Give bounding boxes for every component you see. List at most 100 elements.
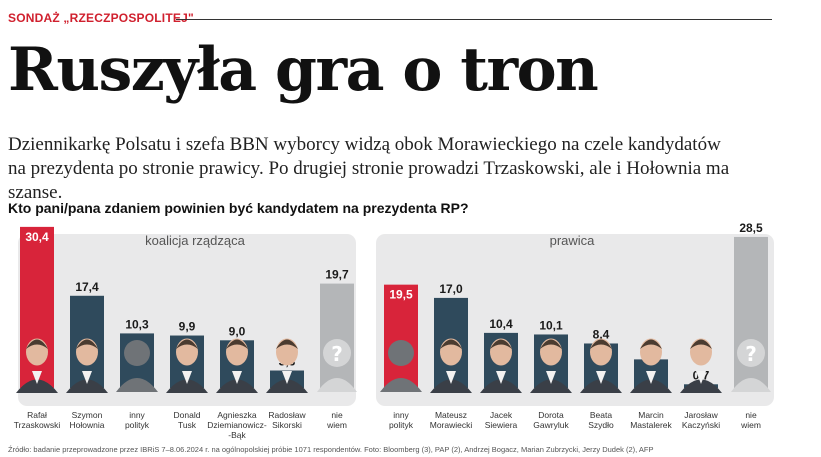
value-label-1-4: 8,4 — [593, 327, 610, 341]
category-label-1-7-0: nie — [745, 410, 757, 420]
portrait-body-0-4 — [216, 379, 258, 393]
category-label-0-0-0: Rafał — [27, 410, 47, 420]
category-label-1-3-1: Gawryluk — [533, 420, 569, 430]
category-label-1-5-0: Marcin — [638, 410, 664, 420]
category-label-1-6-1: Kaczyński — [682, 420, 720, 430]
section-kicker: SONDAŻ „RZECZPOSPOLITEJ" — [8, 11, 194, 25]
portrait-hair-0-3 — [176, 339, 198, 349]
portrait-hair-1-2 — [490, 339, 512, 349]
unknown-body-0-6 — [317, 378, 357, 392]
value-label-1-0: 19,5 — [389, 288, 413, 302]
portrait-collar-0-1 — [82, 371, 92, 384]
portrait-body-1-2 — [480, 379, 522, 393]
portrait-body-1-4 — [580, 379, 622, 393]
portrait-body-0-5 — [266, 379, 308, 393]
portrait-body-0-3 — [166, 379, 208, 393]
category-label-0-5-1: Sikorski — [272, 420, 302, 430]
source-note: Źródło: badanie przeprowadzone przez IBR… — [8, 445, 654, 454]
category-label-0-1-1: Hołownia — [70, 420, 105, 430]
category-label-1-7-1: wiem — [740, 420, 761, 430]
panel-label-coalition: koalicja rządząca — [145, 233, 245, 248]
category-label-0-3-1: Tusk — [178, 420, 197, 430]
silhouette-head-1-0 — [388, 340, 414, 366]
bar-1-0 — [384, 284, 418, 388]
lead-line-1: Dziennikarkę Polsatu i szefa BBN wyborcy… — [8, 134, 721, 155]
category-label-0-6-0: nie — [331, 410, 343, 420]
category-label-0-2-1: polityk — [125, 420, 150, 430]
portrait-hair-0-5 — [276, 339, 298, 349]
category-label-1-4-1: Szydło — [588, 420, 614, 430]
category-label-1-1-0: Mateusz — [435, 410, 467, 420]
value-label-0-1: 17,4 — [75, 280, 99, 294]
category-label-0-3-0: Donald — [174, 410, 201, 420]
portrait-collar-1-5 — [646, 371, 656, 384]
bar-0-6 — [320, 283, 354, 388]
category-label-0-4-2: -Bąk — [228, 430, 246, 440]
unknown-head-1-7 — [737, 339, 765, 367]
headline: Ruszyła gra o tron — [8, 35, 599, 105]
portrait-collar-1-1 — [446, 371, 456, 384]
portrait-collar-0-0 — [32, 371, 42, 384]
panel-background-right — [376, 234, 774, 406]
portrait-collar-0-5 — [282, 371, 292, 384]
portrait-body-0-0 — [16, 379, 58, 393]
lead-paragraph: Dziennikarkę Polsatu i szefa BBN wyborcy… — [8, 133, 788, 205]
category-label-0-1-0: Szymon — [72, 410, 103, 420]
value-label-0-3: 9,9 — [179, 320, 196, 334]
category-label-1-0-1: polityk — [389, 420, 414, 430]
value-label-0-6: 19,7 — [325, 268, 349, 282]
category-label-1-1-1: Morawiecki — [430, 420, 473, 430]
portrait-collar-1-2 — [496, 371, 506, 384]
silhouette-head-0-2 — [124, 340, 150, 366]
category-label-0-5-0: Radosław — [268, 410, 306, 420]
portrait-body-1-3 — [530, 379, 572, 393]
portrait-hair-0-0 — [26, 339, 48, 349]
portrait-hair-0-4 — [226, 339, 248, 349]
silhouette-body-0-2 — [116, 378, 158, 392]
category-label-0-4-0: Agnieszka — [217, 410, 256, 420]
category-label-0-6-1: wiem — [326, 420, 347, 430]
portrait-body-1-5 — [630, 379, 672, 393]
value-label-1-7: 28,5 — [739, 222, 763, 235]
category-label-1-2-0: Jacek — [490, 410, 513, 420]
unknown-body-1-7 — [731, 378, 771, 392]
portrait-collar-0-3 — [182, 371, 192, 384]
category-label-1-6-0: Jarosław — [684, 410, 718, 420]
portrait-collar-1-3 — [546, 371, 556, 384]
question-mark-icon-1-7: ? — [745, 342, 757, 366]
value-label-1-1: 17,0 — [439, 282, 463, 296]
portrait-body-1-6 — [680, 379, 722, 393]
category-label-1-2-1: Siewiera — [485, 420, 518, 430]
value-label-0-0: 30,4 — [25, 230, 49, 244]
category-label-0-2-0: inny — [129, 410, 145, 420]
category-label-1-3-0: Dorota — [538, 410, 564, 420]
silhouette-body-1-0 — [380, 378, 422, 392]
category-label-1-4-0: Beata — [590, 410, 612, 420]
category-label-1-5-1: Mastalerek — [630, 420, 672, 430]
portrait-body-0-1 — [66, 379, 108, 393]
lead-line-2: na prezydenta po stronie prawicy. Po dru… — [8, 158, 730, 203]
portrait-collar-0-4 — [232, 371, 242, 384]
portrait-collar-1-4 — [596, 371, 606, 384]
portrait-hair-1-1 — [440, 339, 462, 349]
portrait-hair-1-5 — [640, 339, 662, 349]
value-label-1-3: 10,1 — [539, 318, 563, 332]
chart-question: Kto pani/pana zdaniem powinien być kandy… — [8, 200, 469, 216]
category-label-0-4-1: Dziemianowicz- — [207, 420, 267, 430]
portrait-hair-1-6 — [690, 339, 712, 349]
question-mark-icon-0-6: ? — [331, 342, 343, 366]
value-label-1-2: 10,4 — [489, 317, 513, 331]
portrait-hair-1-3 — [540, 339, 562, 349]
portrait-hair-1-4 — [590, 339, 612, 349]
category-label-0-0-1: Trzaskowski — [14, 420, 61, 430]
candidate-bar-chart: koalicja rządząca prawica 30,4 RafałTrzas… — [14, 222, 774, 440]
value-label-0-4: 9,0 — [229, 324, 246, 338]
panel-label-right: prawica — [550, 233, 596, 248]
portrait-hair-0-1 — [76, 339, 98, 349]
portrait-collar-1-6 — [696, 371, 706, 384]
unknown-head-0-6 — [323, 339, 351, 367]
value-label-0-2: 10,3 — [125, 317, 149, 331]
category-label-1-0-0: inny — [393, 410, 409, 420]
portrait-body-1-1 — [430, 379, 472, 393]
